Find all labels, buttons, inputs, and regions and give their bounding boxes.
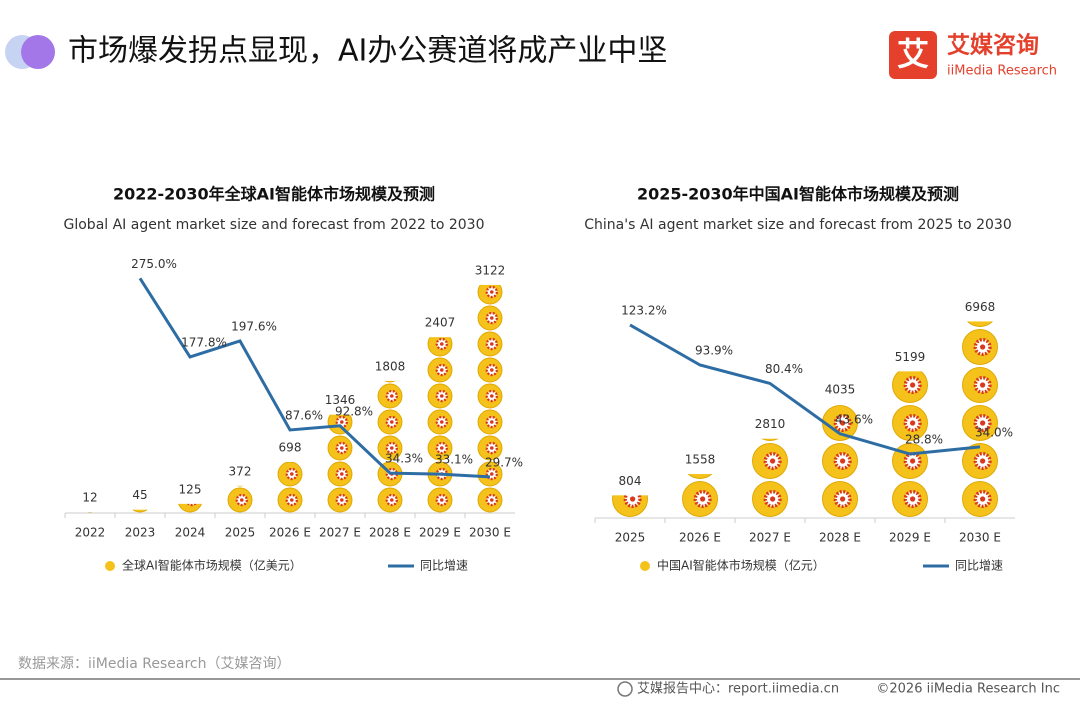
growth-line [629,323,981,456]
bar [324,414,356,513]
growth-label: 28.8% [905,433,943,447]
growth-label: 34.0% [975,425,1013,439]
x-tick-label: 2026 E [679,531,721,545]
growth-label: 92.8% [335,404,373,418]
bar [124,509,156,513]
x-tick-label: 2025 [615,531,646,545]
legend-label: 中国AI智能体市场规模（亿元） [657,558,825,573]
x-tick-label: 2027 E [319,526,361,540]
bar-value-label: 4035 [825,383,856,397]
bar-value-label: 5199 [895,350,926,364]
source: 数据来源：iiMedia Research（艾媒咨询） [18,656,291,672]
growth-label: 34.3% [385,452,423,466]
x-tick-label: 2023 [125,526,156,540]
bar [374,380,406,513]
bar-value-label: 6968 [965,300,996,314]
legend-swatch [105,561,115,571]
growth-label: 177.8% [181,335,227,349]
chart-title: 2022-2030年全球AI智能体市场规模及预测 [113,185,435,204]
x-tick-label: 2027 E [749,531,791,545]
x-tick-label: 2029 E [889,531,931,545]
bar-value-label: 3122 [475,263,506,277]
page-title: 市场爆发拐点显现，AI办公赛道将成产业中坚 [68,34,667,69]
bar-value-label: 1558 [685,453,716,467]
x-tick-label: 2030 E [469,526,511,540]
growth-label: 197.6% [231,319,277,333]
bar-value-label: 12 [82,491,97,505]
x-tick-label: 2028 E [369,526,411,540]
bar [174,503,206,513]
legend-swatch [640,561,650,571]
x-tick-label: 2029 E [419,526,461,540]
bar-value-label: 372 [229,464,252,478]
bar [424,337,456,513]
bar [474,284,506,513]
chart-subtitle: Global AI agent market size and forecast… [64,217,485,233]
growth-label: 93.9% [695,343,733,357]
x-tick-label: 2024 [175,526,206,540]
logo-mark: 艾 [897,35,929,73]
bar [958,321,1002,518]
bar-value-label: 2407 [425,316,456,330]
chart-subtitle: China's AI agent market size and forecas… [584,217,1011,233]
bar-value-label: 125 [179,482,202,496]
chart-title: 2025-2030年中国AI智能体市场规模及预测 [637,185,959,204]
bar [74,512,106,513]
logo-box [889,31,937,79]
footer-left: 艾媒报告中心：report.iimedia.cn [637,682,839,697]
bar-value-label: 2810 [755,417,786,431]
growth-line [138,277,491,479]
legend-label: 同比增速 [955,559,1003,573]
x-tick-label: 2026 E [269,526,311,540]
header-dot [21,35,55,69]
x-tick-label: 2028 E [819,531,861,545]
bar-value-label: 1346 [325,393,356,407]
bar-value-label: 1808 [375,359,406,373]
growth-label: 123.2% [621,303,667,317]
growth-label: 43.6% [835,412,873,426]
x-tick-label: 2025 [225,526,256,540]
bar [888,371,932,518]
growth-label: 80.4% [765,362,803,376]
footer-icon [617,681,633,697]
footer-right: ©2026 iiMedia Research Inc [876,682,1060,697]
x-tick-label: 2022 [75,526,106,540]
bar [224,485,256,513]
bar-value-label: 45 [132,488,147,502]
growth-label: 275.0% [131,257,177,271]
bar [608,495,652,518]
growth-label: 29.7% [485,455,523,469]
bar [678,474,722,518]
growth-label: 87.6% [285,408,323,422]
logo-cn: 艾媒咨询 [947,32,1039,59]
growth-label: 33.1% [435,453,473,467]
bar-value-label: 804 [619,474,642,488]
legend-label: 同比增速 [420,559,468,573]
bar [274,462,306,513]
x-tick-label: 2030 E [959,531,1001,545]
logo-en: iiMedia Research [947,64,1057,79]
legend-label: 全球AI智能体市场规模（亿美元） [122,558,302,573]
bar-value-label: 698 [279,441,302,455]
bar [748,438,792,518]
